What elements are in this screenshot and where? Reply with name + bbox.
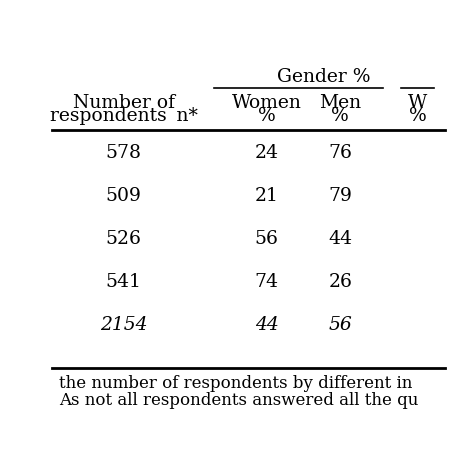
Text: 509: 509	[106, 187, 141, 205]
Text: respondents  n*: respondents n*	[50, 107, 198, 125]
Text: 44: 44	[255, 316, 279, 334]
Text: Number of: Number of	[73, 93, 174, 111]
Text: 526: 526	[106, 229, 141, 247]
Text: 541: 541	[106, 273, 141, 291]
Text: %: %	[331, 107, 349, 125]
Text: 79: 79	[328, 187, 352, 205]
Text: 56: 56	[255, 229, 279, 247]
Text: 56: 56	[328, 316, 352, 334]
Text: 578: 578	[106, 144, 142, 162]
Text: 74: 74	[255, 273, 279, 291]
Text: %: %	[409, 107, 426, 125]
Text: 44: 44	[328, 229, 352, 247]
Text: Gender %: Gender %	[277, 68, 371, 86]
Text: W: W	[408, 93, 427, 111]
Text: 76: 76	[328, 144, 352, 162]
Text: As not all respondents answered all the qu: As not all respondents answered all the …	[59, 392, 419, 409]
Text: %: %	[258, 107, 276, 125]
Text: the number of respondents by different in: the number of respondents by different i…	[59, 375, 413, 392]
Text: 24: 24	[255, 144, 279, 162]
Text: 26: 26	[328, 273, 352, 291]
Text: Men: Men	[319, 93, 361, 111]
Text: Women: Women	[232, 93, 302, 111]
Text: 2154: 2154	[100, 316, 147, 334]
Text: 21: 21	[255, 187, 279, 205]
